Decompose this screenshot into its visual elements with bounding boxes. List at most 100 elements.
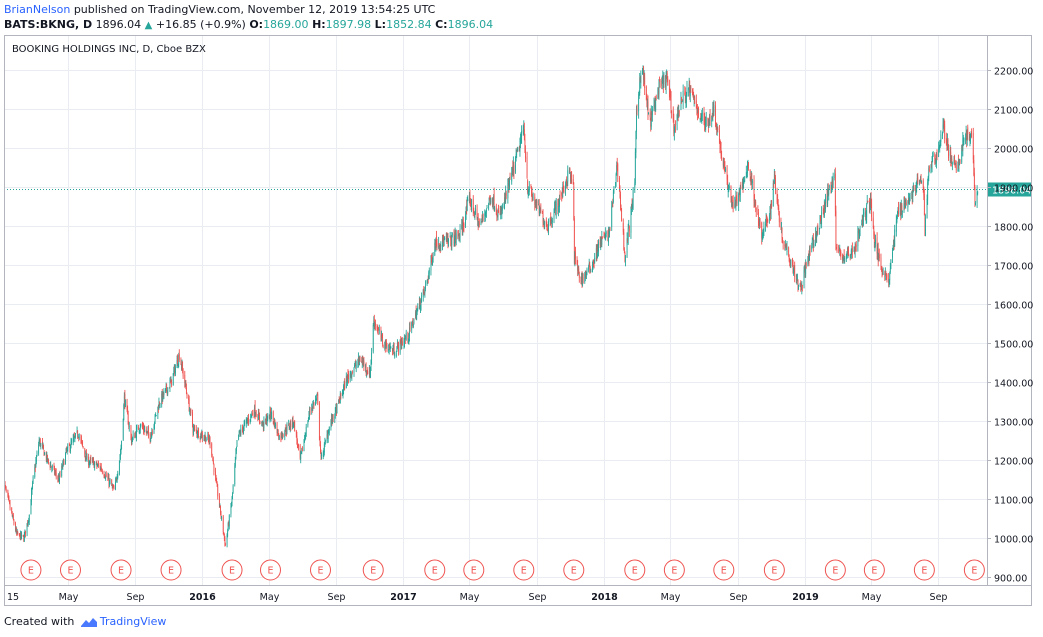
candle-body	[670, 98, 672, 109]
candle-body	[232, 485, 234, 493]
candle-body	[793, 269, 794, 274]
candle-body	[381, 333, 382, 338]
candle-body	[811, 240, 813, 246]
candle-body	[325, 440, 326, 442]
earnings-marker[interactable]: E	[663, 559, 685, 581]
candle-body	[762, 232, 764, 238]
candle-body	[315, 399, 316, 405]
candle-body	[344, 381, 346, 389]
candle-body	[828, 185, 830, 187]
candle-body	[577, 264, 579, 271]
y-tick-label: 1900.00	[994, 184, 1033, 195]
earnings-marker[interactable]: E	[424, 559, 446, 581]
candle-body	[481, 221, 482, 222]
earnings-marker[interactable]: E	[20, 559, 42, 581]
candlestick-chart[interactable]: 1896.04 E E E E E E E E E E E E E E E E E E E E 900.00 1000.…	[3, 35, 1040, 606]
candle-body	[555, 201, 557, 216]
candle-body	[875, 239, 876, 244]
earnings-marker[interactable]: E	[59, 559, 81, 581]
candle-body	[561, 193, 563, 195]
candle-body	[827, 188, 829, 194]
earnings-marker[interactable]: E	[824, 559, 846, 581]
candle-body	[501, 204, 503, 211]
earnings-marker[interactable]: E	[160, 559, 182, 581]
tradingview-brand-link[interactable]: TradingView	[99, 615, 167, 628]
candle-body	[622, 223, 624, 232]
candle-body	[316, 396, 318, 398]
candle-body	[695, 100, 697, 109]
earnings-marker[interactable]: E	[309, 559, 331, 581]
candle-body	[551, 220, 553, 224]
candle-body	[527, 180, 529, 193]
candle-body	[186, 393, 188, 399]
candle-body	[36, 457, 37, 462]
candle-body	[82, 442, 83, 446]
candle-body	[776, 190, 778, 202]
author-link[interactable]: BrianNelson	[4, 3, 71, 16]
earnings-marker[interactable]: E	[259, 559, 281, 581]
earnings-marker[interactable]: E	[362, 559, 384, 581]
earnings-marker[interactable]: E	[110, 559, 132, 581]
candle-body	[242, 427, 244, 432]
candle-body	[848, 249, 849, 254]
candle-body	[125, 400, 126, 408]
candle-body	[82, 446, 84, 449]
candle-body	[351, 371, 353, 373]
candle-body	[677, 107, 679, 115]
candle-body	[520, 139, 521, 145]
earnings-marker[interactable]: E	[463, 559, 485, 581]
candle-body	[716, 127, 718, 129]
earnings-marker[interactable]: E	[221, 559, 243, 581]
candle-body	[294, 421, 296, 432]
candle-body	[266, 417, 268, 424]
candle-body	[444, 238, 446, 240]
candle-body	[865, 215, 867, 219]
candle-body	[503, 202, 505, 205]
earnings-marker[interactable]: E	[913, 559, 935, 581]
candle-body	[901, 210, 903, 213]
candle-body	[658, 90, 659, 97]
candle-body	[643, 70, 644, 81]
candle-body	[900, 205, 902, 214]
candle-body	[304, 435, 306, 439]
candle-body	[172, 373, 174, 386]
candle-body	[663, 76, 665, 85]
candle-body	[493, 196, 494, 203]
candle-body	[76, 430, 78, 433]
candle-body	[715, 127, 717, 129]
earnings-marker[interactable]: E	[963, 559, 985, 581]
candle-body	[639, 77, 641, 93]
candle-body	[184, 381, 186, 385]
candle-body	[345, 376, 347, 389]
candle-body	[268, 414, 270, 420]
chart-area[interactable]: 1896.04 E E E E E E E E E E E E E E E E E E E E 900.00 1000.…	[3, 35, 1033, 606]
candle-body	[339, 393, 341, 404]
candle-body	[531, 189, 532, 195]
candle-body	[681, 101, 683, 103]
candle-body	[270, 410, 271, 416]
candle-body	[507, 183, 509, 199]
earnings-circle	[259, 559, 281, 581]
candle-body	[626, 238, 628, 258]
candle-body	[59, 474, 60, 482]
earnings-marker[interactable]: E	[563, 559, 585, 581]
earnings-marker[interactable]: E	[513, 559, 535, 581]
earnings-marker[interactable]: E	[763, 559, 785, 581]
candle-body	[423, 289, 425, 292]
candle-body	[381, 335, 383, 338]
candle-body	[24, 530, 26, 535]
y-tick-label: 2000.00	[994, 145, 1033, 156]
earnings-marker[interactable]: E	[624, 559, 646, 581]
candle-body	[958, 160, 959, 164]
candle-body	[447, 235, 449, 243]
candle-body	[647, 101, 649, 117]
earnings-marker[interactable]: E	[863, 559, 885, 581]
candle-body	[204, 435, 206, 439]
candle-body	[339, 400, 341, 403]
candle-body	[281, 432, 282, 438]
earnings-marker[interactable]: E	[713, 559, 735, 581]
candle-body	[159, 403, 160, 405]
candle-body	[53, 465, 55, 468]
candle-body	[532, 196, 534, 198]
